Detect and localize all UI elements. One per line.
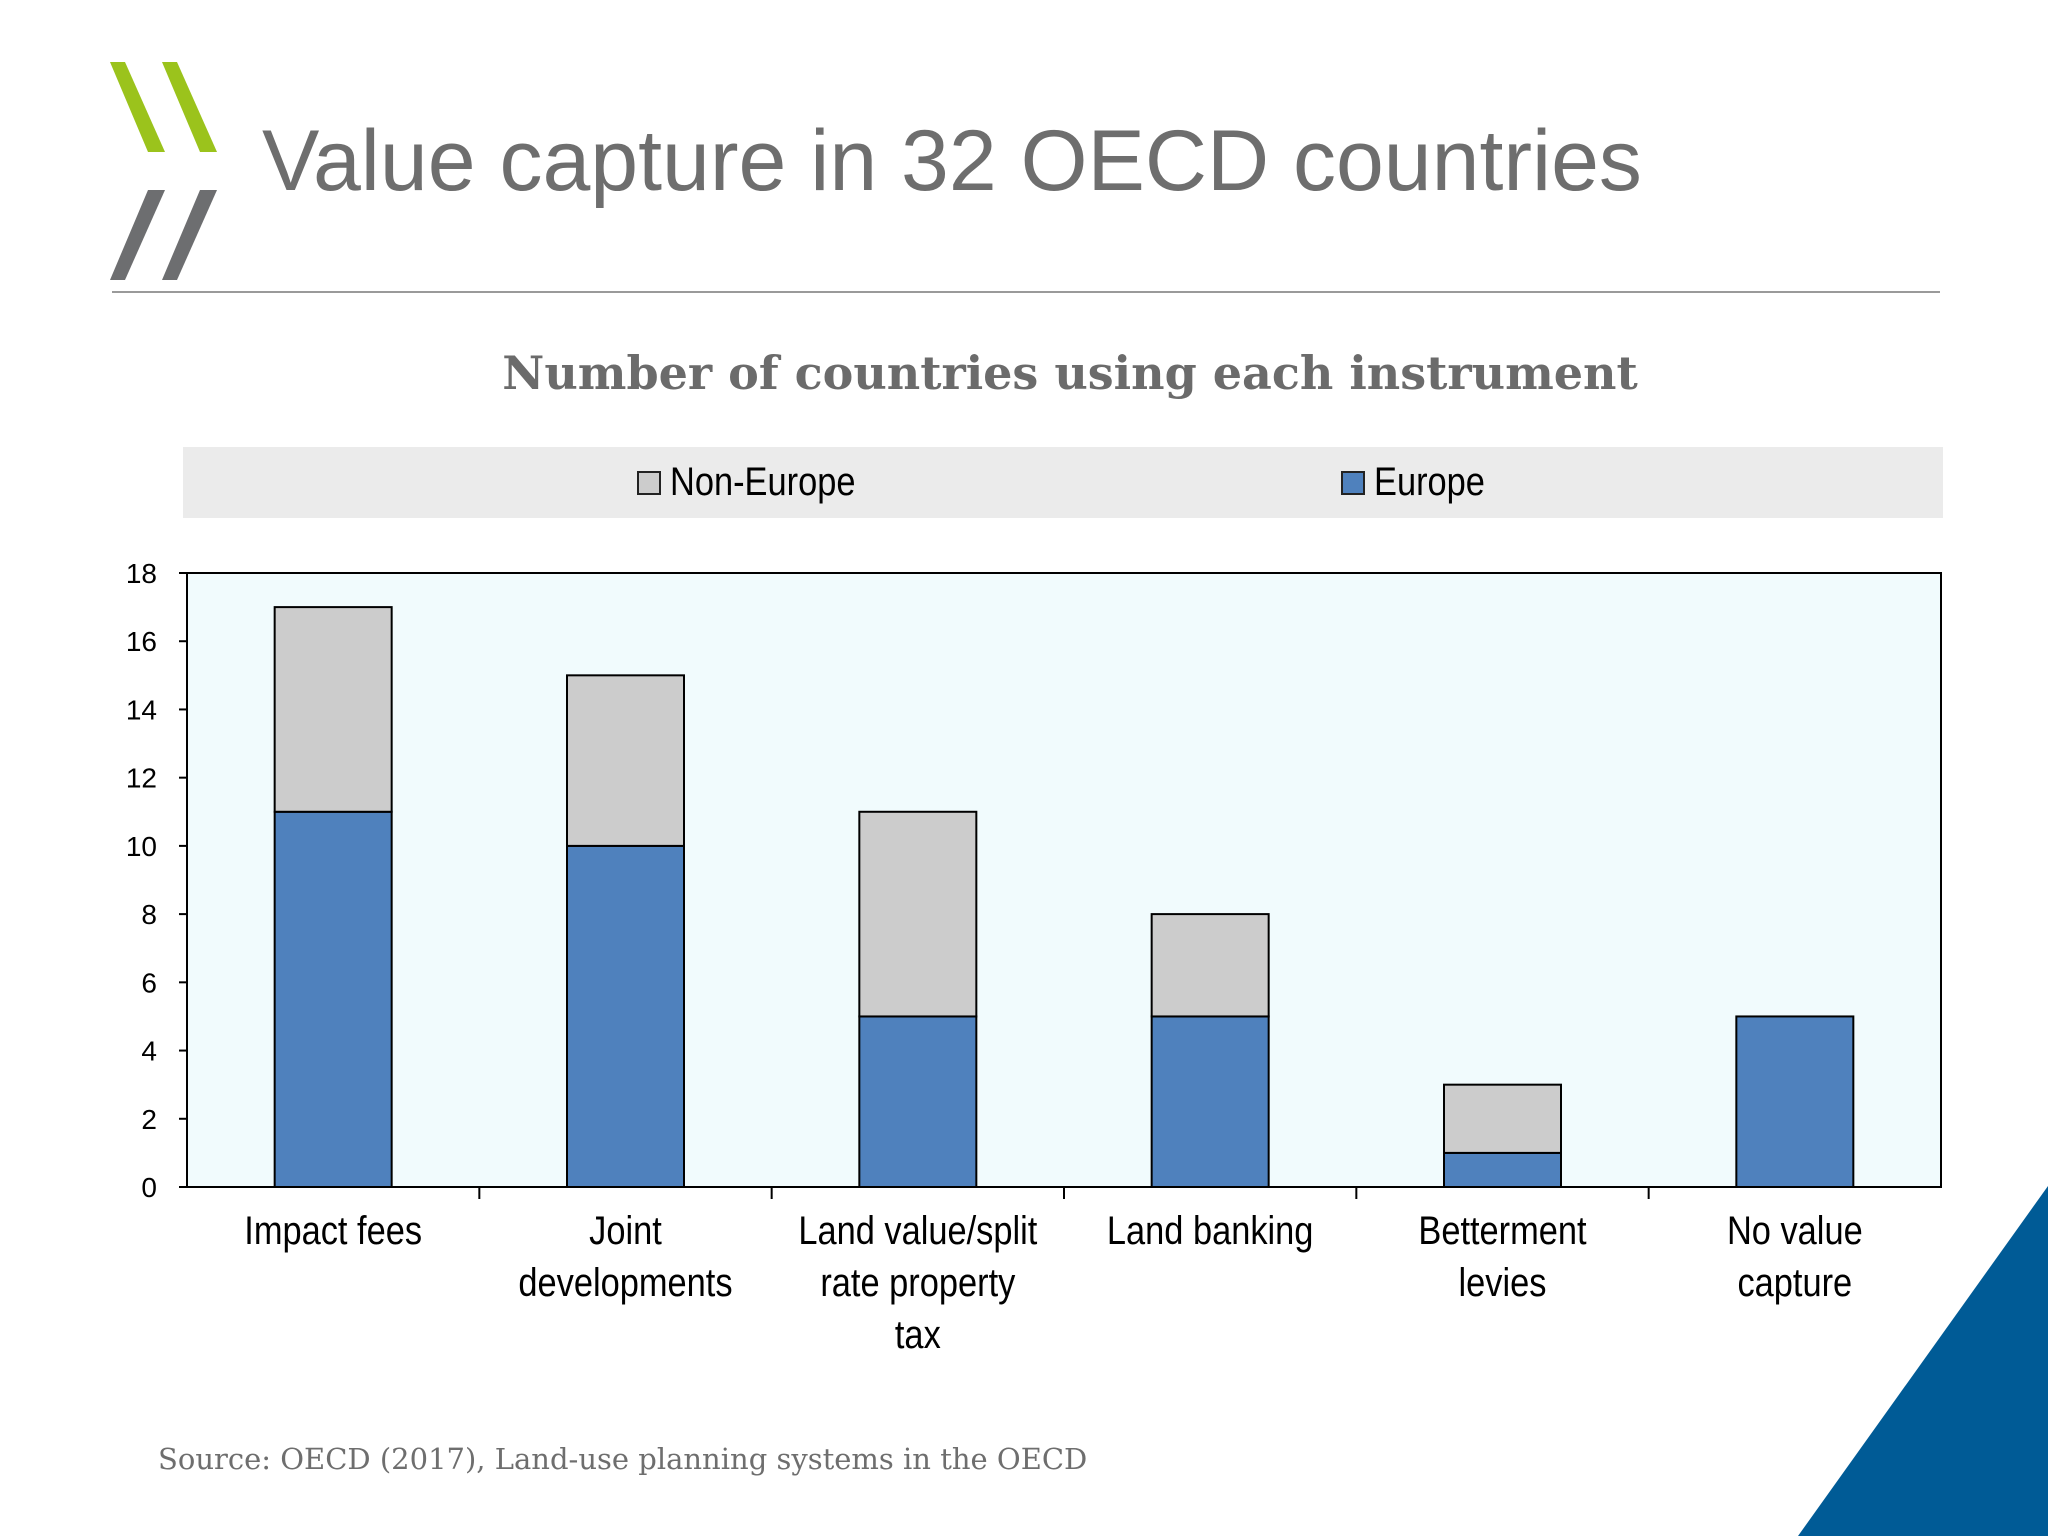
y-tick-label: 10 <box>126 831 157 862</box>
corner-triangle-decoration <box>1798 1186 2048 1536</box>
category-label: Betterment <box>1418 1208 1587 1253</box>
legend-swatch-non-europe <box>637 470 661 495</box>
category-label: Joint <box>589 1208 662 1253</box>
category-label: tax <box>895 1312 941 1357</box>
category-label: developments <box>518 1260 732 1305</box>
y-tick-label: 8 <box>141 899 157 930</box>
legend-label-non-europe: Non-Europe <box>670 460 856 504</box>
y-tick-label: 16 <box>126 626 157 657</box>
bar-chart: 0 2 4 6 8 10 12 14 16 18 Impact fees Joint developme… <box>126 558 1942 1357</box>
category-label: Impact fees <box>244 1208 422 1253</box>
legend-label-europe: Europe <box>1374 460 1485 504</box>
bar-europe <box>566 844 685 1189</box>
bar-non-europe <box>566 674 685 847</box>
oecd-logo-icon <box>110 62 217 280</box>
source-note: Source: OECD (2017), Land-use planning s… <box>158 1442 1088 1476</box>
chart-title: Number of countries using each instrumen… <box>502 346 1638 400</box>
legend-item-non-europe: Non-Europe <box>637 447 886 518</box>
y-tick-label: 14 <box>126 694 157 725</box>
plot-area <box>186 572 1942 1188</box>
bar-non-europe <box>1443 1083 1562 1154</box>
y-tick-label: 0 <box>141 1172 157 1203</box>
bar-europe <box>273 810 393 1188</box>
bar-europe <box>1735 1015 1855 1189</box>
y-tick-label: 18 <box>126 558 157 589</box>
chart-legend: Non-Europe Europe <box>183 447 1943 518</box>
bar-europe <box>1150 1015 1270 1189</box>
bar-europe <box>1443 1151 1562 1189</box>
title-divider <box>112 291 1940 293</box>
bar-non-europe <box>858 810 978 1018</box>
y-tick-label: 12 <box>126 763 157 794</box>
category-label: capture <box>1737 1260 1852 1305</box>
y-tick-label: 4 <box>141 1036 157 1067</box>
y-tick-label: 6 <box>141 967 157 998</box>
category-label: Land banking <box>1107 1208 1314 1253</box>
bar-non-europe <box>273 606 393 813</box>
legend-item-europe: Europe <box>1341 447 1503 518</box>
category-label: No value <box>1727 1208 1863 1253</box>
slide-title: Value capture in 32 OECD countries <box>262 113 1642 209</box>
category-label: levies <box>1459 1260 1547 1305</box>
bar-non-europe <box>1150 913 1270 1018</box>
category-label: Land value/split <box>798 1208 1038 1253</box>
category-label: rate property <box>820 1260 1015 1305</box>
bar-europe <box>858 1015 978 1189</box>
y-tick-label: 2 <box>141 1104 157 1135</box>
legend-swatch-europe <box>1341 470 1365 495</box>
